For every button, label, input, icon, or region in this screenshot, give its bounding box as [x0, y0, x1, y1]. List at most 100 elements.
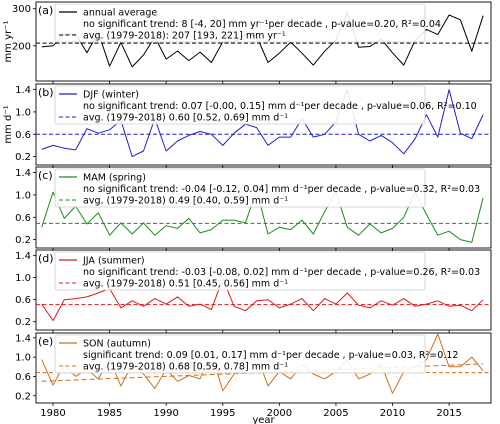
legend-box: [54, 334, 426, 374]
x-tick-label: 1980: [40, 408, 65, 419]
data-point: [244, 309, 246, 311]
data-point: [97, 378, 99, 380]
y-tick-label: 1.4: [15, 85, 31, 96]
panel-d: 0.2 0.6 1.0 1.4 (d) JJA (summer)no significan…: [15, 249, 492, 333]
data-point: [278, 52, 280, 54]
data-point: [471, 356, 473, 358]
data-point: [222, 390, 224, 392]
data-point: [165, 303, 167, 305]
data-point: [40, 46, 42, 48]
panel-c: 0.2 0.6 1.0 1.4 (c) MAM (spring)no significan…: [15, 166, 492, 251]
data-point: [312, 64, 314, 66]
data-point: [369, 223, 371, 225]
data-point: [131, 155, 133, 157]
data-point: [40, 303, 42, 305]
data-point: [210, 133, 212, 135]
data-point: [267, 298, 269, 300]
x-tick-label: 2010: [380, 408, 405, 419]
data-point: [448, 305, 450, 307]
data-point: [74, 375, 76, 377]
data-point: [154, 387, 156, 389]
data-point: [52, 319, 54, 321]
data-point: [142, 150, 144, 152]
data-point: [301, 297, 303, 299]
y-tick-label: 0.6: [15, 130, 31, 141]
data-point: [120, 222, 122, 224]
data-point: [391, 304, 393, 306]
data-point: [482, 15, 484, 17]
data-point: [312, 309, 314, 311]
data-point: [233, 219, 235, 221]
data-point: [154, 234, 156, 236]
data-point: [482, 197, 484, 199]
data-point: [267, 385, 269, 387]
data-point: [210, 308, 212, 310]
data-point: [165, 58, 167, 60]
data-point: [357, 46, 359, 48]
data-point: [176, 380, 178, 382]
data-point: [131, 233, 133, 235]
data-point: [335, 303, 337, 305]
x-tick-label: 1985: [97, 408, 122, 419]
data-point: [52, 45, 54, 47]
data-point: [289, 378, 291, 380]
data-point: [425, 213, 427, 215]
data-point: [437, 234, 439, 236]
data-point: [40, 358, 42, 360]
panel-label: (d): [38, 252, 54, 265]
y-tick-label: 0.6: [15, 372, 31, 383]
data-point: [176, 50, 178, 52]
data-point: [165, 224, 167, 226]
data-point: [380, 232, 382, 234]
plot-frame: [35, 166, 492, 249]
y-tick-label: 0.2: [15, 317, 31, 328]
data-point: [278, 136, 280, 138]
legend-series-name: SON (autumn): [83, 339, 151, 350]
data-point: [403, 216, 405, 218]
data-point: [63, 147, 65, 149]
y-tick-label: 1.0: [15, 353, 31, 364]
data-point: [323, 378, 325, 380]
data-point: [323, 50, 325, 52]
series-line: [41, 89, 484, 158]
data-point: [154, 297, 156, 299]
legend-box: [54, 251, 426, 291]
data-point: [471, 241, 473, 243]
data-point: [403, 153, 405, 155]
x-tick-label: 2000: [267, 408, 292, 419]
data-point: [233, 305, 235, 307]
data-point: [267, 233, 269, 235]
data-point: [52, 191, 54, 193]
legend-series-name: MAM (spring): [83, 173, 146, 184]
data-point: [323, 133, 325, 135]
data-point: [414, 305, 416, 307]
y-tick-label: 200: [12, 41, 31, 52]
data-point: [391, 392, 393, 394]
data-point: [131, 66, 133, 68]
data-point: [437, 33, 439, 35]
y-tick-label: 0.6: [15, 295, 31, 306]
data-point: [437, 300, 439, 302]
data-point: [391, 141, 393, 143]
data-point: [312, 136, 314, 138]
legend-average-text: avg. (1979-2018) 0.51 [0.45, 0.56] mm d⁻…: [83, 279, 288, 290]
data-point: [448, 366, 450, 368]
legend-series-name: DJF (winter): [83, 90, 139, 101]
data-point: [142, 222, 144, 224]
data-point: [448, 88, 450, 90]
data-point: [188, 134, 190, 136]
legend-trend-text: no significant trend: 0.07 [-0.00, 0.15]…: [83, 101, 477, 112]
data-point: [301, 219, 303, 221]
y-tick-label: 0.6: [15, 213, 31, 224]
panel-label: (a): [38, 4, 53, 17]
legend-box: [54, 168, 426, 208]
data-point: [131, 300, 133, 302]
data-point: [403, 64, 405, 66]
legend-trend-text: no significant trend: -0.03 [-0.08, 0.02…: [83, 267, 480, 278]
data-point: [369, 140, 371, 142]
data-point: [176, 296, 178, 298]
data-point: [108, 65, 110, 67]
data-point: [369, 45, 371, 47]
data-point: [86, 296, 88, 298]
